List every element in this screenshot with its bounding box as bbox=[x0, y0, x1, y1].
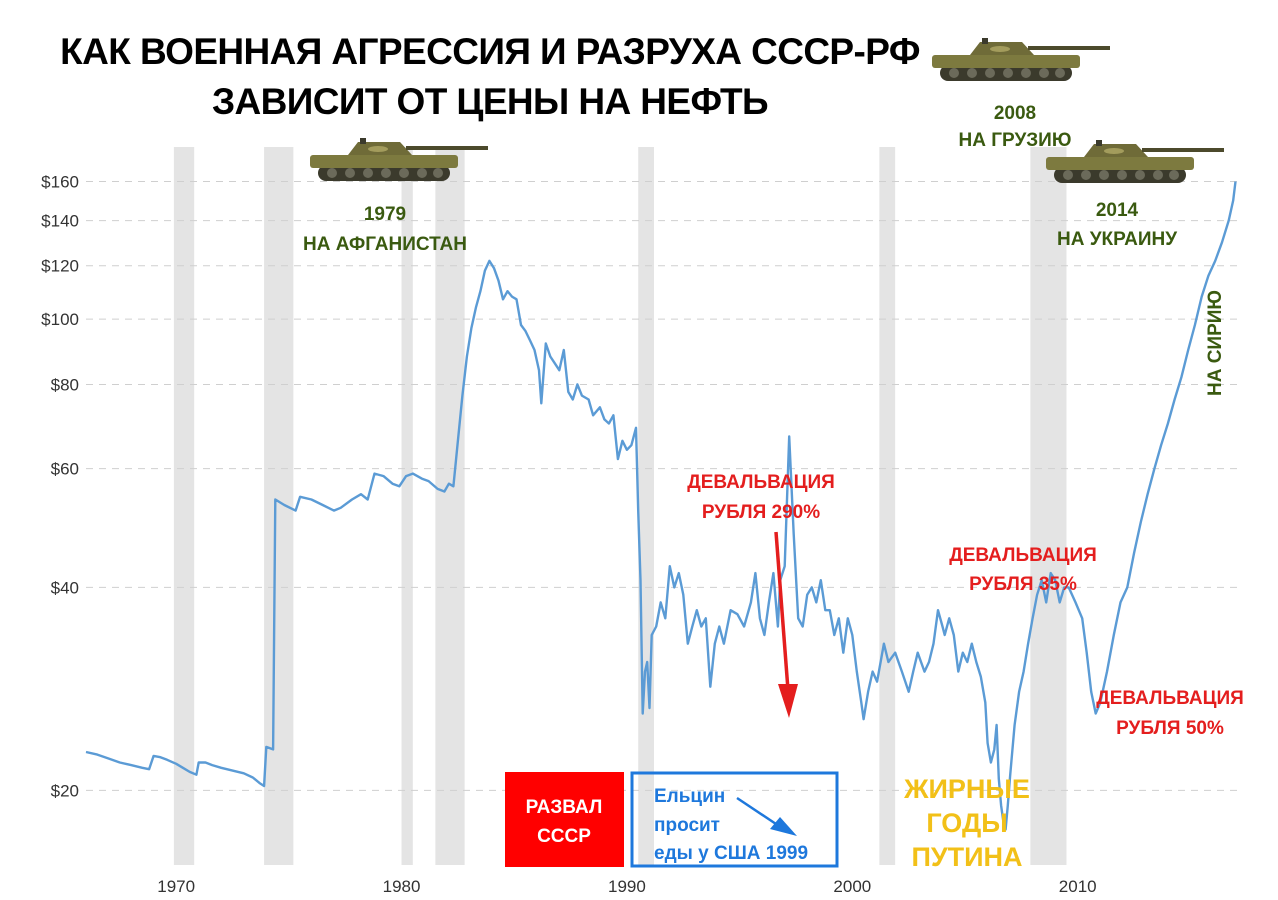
x-tick-label: 2000 bbox=[833, 877, 871, 896]
x-tick-label: 1980 bbox=[383, 877, 421, 896]
recession-band bbox=[435, 147, 465, 865]
fat-years-line-3: ПУТИНА bbox=[911, 842, 1022, 872]
y-tick-label: $120 bbox=[41, 257, 79, 276]
annotation-devaluation-2008-word: ДЕВАЛЬВАЦИЯ bbox=[949, 545, 1097, 566]
y-tick-label: $40 bbox=[51, 578, 79, 597]
annotation-devaluation-1998-word: ДЕВАЛЬВАЦИЯ bbox=[687, 472, 835, 493]
fat-years-line-2: ГОДЫ bbox=[926, 808, 1007, 838]
y-tick-label: $160 bbox=[41, 172, 79, 191]
annotation-ukraine: НА УКРАИНУ bbox=[1057, 229, 1177, 250]
y-gridlines bbox=[86, 180, 1240, 791]
y-tick-label: $80 bbox=[51, 375, 79, 394]
recession-band bbox=[879, 147, 896, 865]
annotation-2008-year: 2008 bbox=[994, 103, 1036, 124]
recession-band bbox=[173, 147, 195, 865]
annotation-syria: НА СИРИЮ bbox=[1205, 290, 1226, 396]
y-axis-ticks: $20 $40 $60 $80 $100 $120 $140 $160 bbox=[41, 172, 79, 800]
blue-arrow-icon bbox=[736, 796, 797, 836]
recession-band bbox=[1030, 147, 1067, 865]
annotation-afghanistan: НА АФГАНИСТАН bbox=[303, 234, 467, 255]
annotation-georgia: НА ГРУЗИЮ bbox=[959, 130, 1072, 151]
yeltsin-line-2: просит bbox=[654, 815, 720, 836]
oil-price-line bbox=[85, 181, 1237, 831]
y-tick-label: $100 bbox=[41, 310, 79, 329]
recession-bands bbox=[173, 147, 1067, 865]
tank-icon bbox=[1046, 140, 1224, 183]
recession-band bbox=[638, 147, 654, 865]
annotation-1979-year: 1979 bbox=[364, 204, 406, 225]
chart-title-line-1: КАК ВОЕННАЯ АГРЕССИЯ И РАЗРУХА СССР-РФ bbox=[60, 31, 920, 72]
yeltsin-line-3: еды у США 1999 bbox=[654, 843, 808, 864]
ussr-collapse-line-1: РАЗВАЛ bbox=[526, 797, 603, 818]
y-tick-label: $20 bbox=[51, 781, 79, 800]
fat-years-line-1: ЖИРНЫЕ bbox=[903, 774, 1030, 804]
x-axis-ticks: 1970 1980 1990 2000 2010 bbox=[157, 877, 1096, 896]
tank-icon bbox=[932, 38, 1110, 81]
y-tick-label: $140 bbox=[41, 212, 79, 231]
chart-title-line-2: ЗАВИСИТ ОТ ЦЕНЫ НА НЕФТЬ bbox=[212, 81, 768, 122]
yeltsin-line-1: Ельцин bbox=[654, 786, 725, 807]
ussr-collapse-line-2: СССР bbox=[537, 826, 591, 847]
red-arrow-icon bbox=[774, 531, 798, 718]
recession-band bbox=[401, 147, 413, 865]
yeltsin-box bbox=[630, 771, 839, 868]
annotation-devaluation-290: РУБЛЯ 290% bbox=[702, 502, 820, 523]
x-tick-label: 1990 bbox=[608, 877, 646, 896]
annotation-devaluation-35: РУБЛЯ 35% bbox=[969, 574, 1077, 595]
ussr-collapse-box bbox=[505, 772, 624, 867]
tank-icon bbox=[310, 138, 488, 181]
y-tick-label: $60 bbox=[51, 460, 79, 479]
annotation-devaluation-50: РУБЛЯ 50% bbox=[1116, 718, 1224, 739]
x-tick-label: 2010 bbox=[1059, 877, 1097, 896]
annotation-devaluation-2014-word: ДЕВАЛЬВАЦИЯ bbox=[1096, 688, 1244, 709]
annotation-2014-year: 2014 bbox=[1096, 200, 1139, 221]
x-tick-label: 1970 bbox=[157, 877, 195, 896]
